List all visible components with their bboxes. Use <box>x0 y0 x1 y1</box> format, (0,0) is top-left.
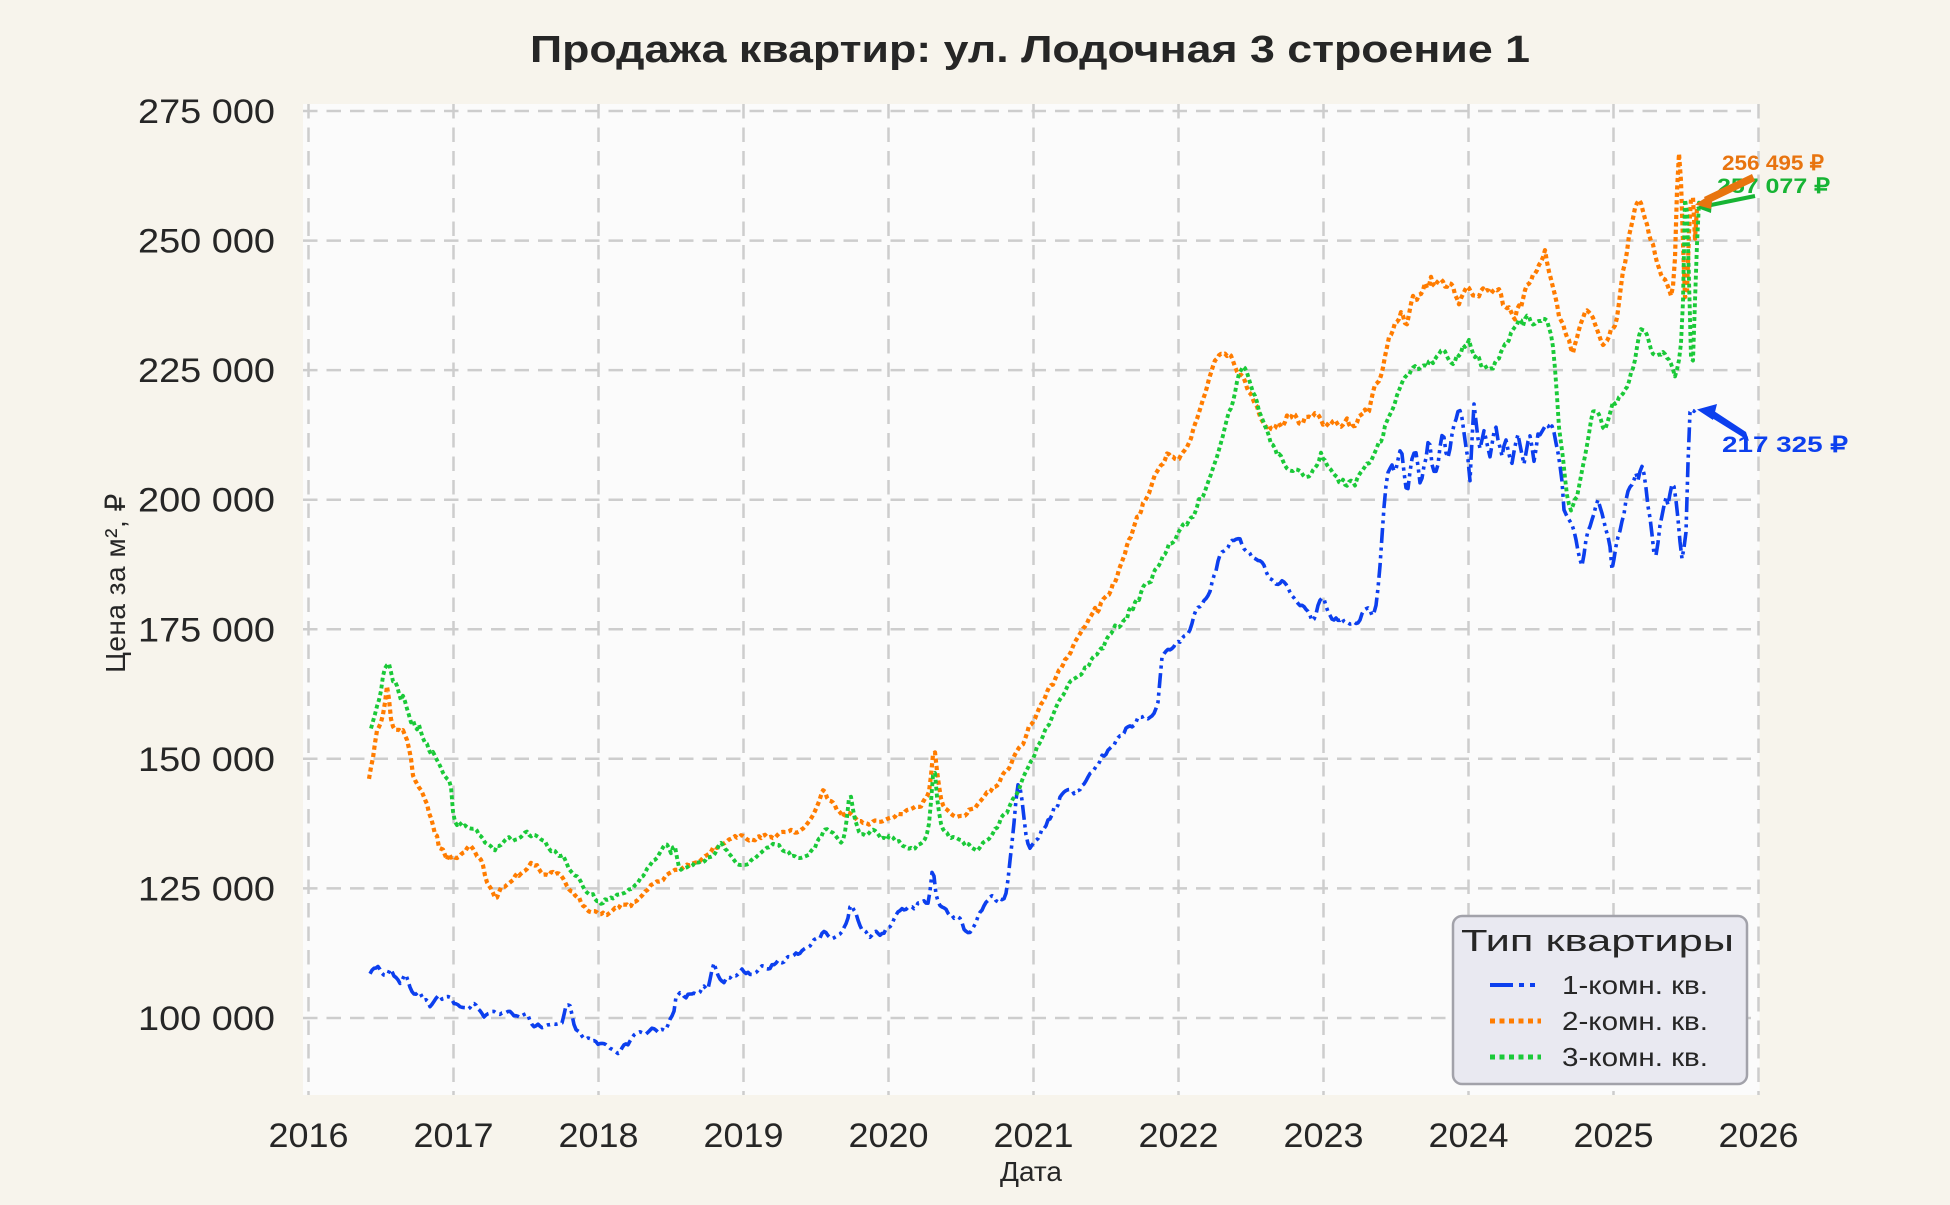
svg-text:2022: 2022 <box>1139 1117 1219 1155</box>
svg-text:256 495 ₽: 256 495 ₽ <box>1722 152 1825 175</box>
svg-text:2017: 2017 <box>414 1117 494 1155</box>
svg-text:2020: 2020 <box>849 1117 929 1155</box>
svg-text:Продажа квартир: ул. Лодочная: Продажа квартир: ул. Лодочная 3 строение… <box>530 29 1530 71</box>
svg-text:2019: 2019 <box>704 1117 784 1155</box>
svg-text:Тип квартиры: Тип квартиры <box>1461 923 1734 958</box>
svg-text:2026: 2026 <box>1719 1117 1799 1155</box>
svg-text:Дата: Дата <box>1000 1156 1062 1187</box>
svg-text:Цена за м², ₽: Цена за м², ₽ <box>100 493 131 673</box>
svg-text:2018: 2018 <box>559 1117 639 1155</box>
svg-text:250 000: 250 000 <box>138 223 275 261</box>
svg-text:125 000: 125 000 <box>138 870 275 908</box>
svg-text:225 000: 225 000 <box>138 352 275 390</box>
svg-text:275 000: 275 000 <box>138 93 275 131</box>
svg-text:2021: 2021 <box>994 1117 1074 1155</box>
svg-text:150 000: 150 000 <box>138 741 275 779</box>
svg-text:1-комн. кв.: 1-комн. кв. <box>1562 970 1708 1000</box>
svg-text:2025: 2025 <box>1574 1117 1654 1155</box>
svg-text:100 000: 100 000 <box>138 1000 275 1038</box>
svg-text:200 000: 200 000 <box>138 482 275 520</box>
svg-text:2016: 2016 <box>269 1117 349 1155</box>
svg-text:175 000: 175 000 <box>138 611 275 649</box>
svg-text:2-комн. кв.: 2-комн. кв. <box>1562 1006 1708 1036</box>
svg-text:2024: 2024 <box>1429 1117 1509 1155</box>
svg-text:3-комн. кв.: 3-комн. кв. <box>1562 1042 1708 1072</box>
svg-text:2023: 2023 <box>1284 1117 1364 1155</box>
